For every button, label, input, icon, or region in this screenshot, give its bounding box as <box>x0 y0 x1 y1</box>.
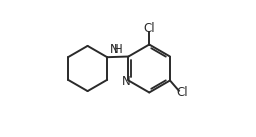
Text: N: N <box>122 75 130 88</box>
Text: N: N <box>110 43 119 56</box>
Text: Cl: Cl <box>177 86 188 99</box>
Text: Cl: Cl <box>143 22 155 35</box>
Text: H: H <box>113 43 122 56</box>
